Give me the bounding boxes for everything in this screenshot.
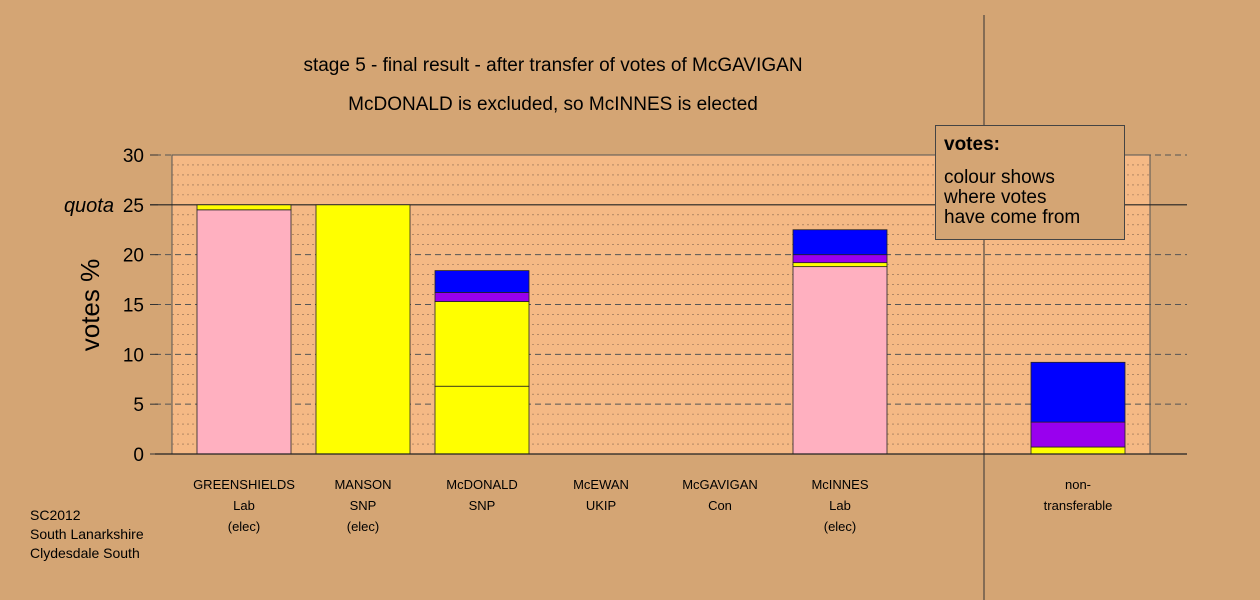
- category-label: (elec): [228, 519, 261, 534]
- y-tick-label: 0: [133, 445, 144, 466]
- chart-title: stage 5 - final result - after transfer …: [303, 55, 802, 76]
- category-label: (elec): [824, 519, 857, 534]
- bar-segment: [196, 204, 292, 211]
- legend: votes: colour shows where votes have com…: [935, 125, 1125, 240]
- category-label: Lab: [829, 498, 851, 513]
- category-label: McEWAN: [573, 477, 629, 492]
- bar-segment: [196, 209, 292, 455]
- quota-label: quota: [64, 195, 114, 217]
- y-axis-label: votes %: [75, 259, 105, 352]
- legend-title: votes:: [944, 134, 1000, 155]
- bar-segment: [1030, 446, 1126, 455]
- category-label: SNP: [469, 498, 496, 513]
- category-label: GREENSHIELDS: [193, 477, 295, 492]
- bar-segment: [434, 301, 530, 387]
- bar-segment: [792, 262, 888, 268]
- y-tick-label: 10: [123, 345, 144, 366]
- bar-segment: [434, 292, 530, 302]
- chart-subtitle: McDONALD is excluded, so McINNES is elec…: [348, 94, 758, 115]
- bar-segment: [792, 229, 888, 256]
- footer-line: SC2012: [30, 507, 81, 523]
- category-label: McINNES: [811, 477, 868, 492]
- category-label: non-: [1065, 477, 1091, 492]
- y-tick-label: 15: [123, 296, 144, 317]
- bar-segment: [1030, 361, 1126, 423]
- footer-line: South Lanarkshire: [30, 526, 144, 542]
- bar-segment: [792, 254, 888, 264]
- category-label: Con: [708, 498, 732, 513]
- category-label: transferable: [1044, 498, 1113, 513]
- y-tick-label: 25: [123, 196, 144, 217]
- y-tick-label: 30: [123, 146, 144, 167]
- bar-segment: [792, 266, 888, 455]
- category-label: McGAVIGAN: [682, 477, 758, 492]
- category-label: MANSON: [334, 477, 391, 492]
- footer-line: Clydesdale South: [30, 545, 140, 561]
- legend-line: have come from: [944, 207, 1081, 228]
- y-tick-label: 20: [123, 246, 144, 267]
- legend-line: colour shows: [944, 167, 1055, 188]
- category-label: McDONALD: [446, 477, 518, 492]
- bar-segment: [434, 385, 530, 455]
- category-label: (elec): [347, 519, 380, 534]
- bar-segment: [434, 270, 530, 293]
- footer-caption: SC2012 South Lanarkshire Clydesdale Sout…: [30, 506, 144, 563]
- category-label: SNP: [350, 498, 377, 513]
- category-label: Lab: [233, 498, 255, 513]
- legend-line: where votes: [944, 187, 1047, 208]
- category-label: UKIP: [586, 498, 616, 513]
- legend-text: colour shows where votes have come from: [944, 168, 1116, 228]
- y-tick-label: 5: [133, 395, 144, 416]
- bar-segment: [1030, 421, 1126, 448]
- bar-segment: [315, 204, 411, 455]
